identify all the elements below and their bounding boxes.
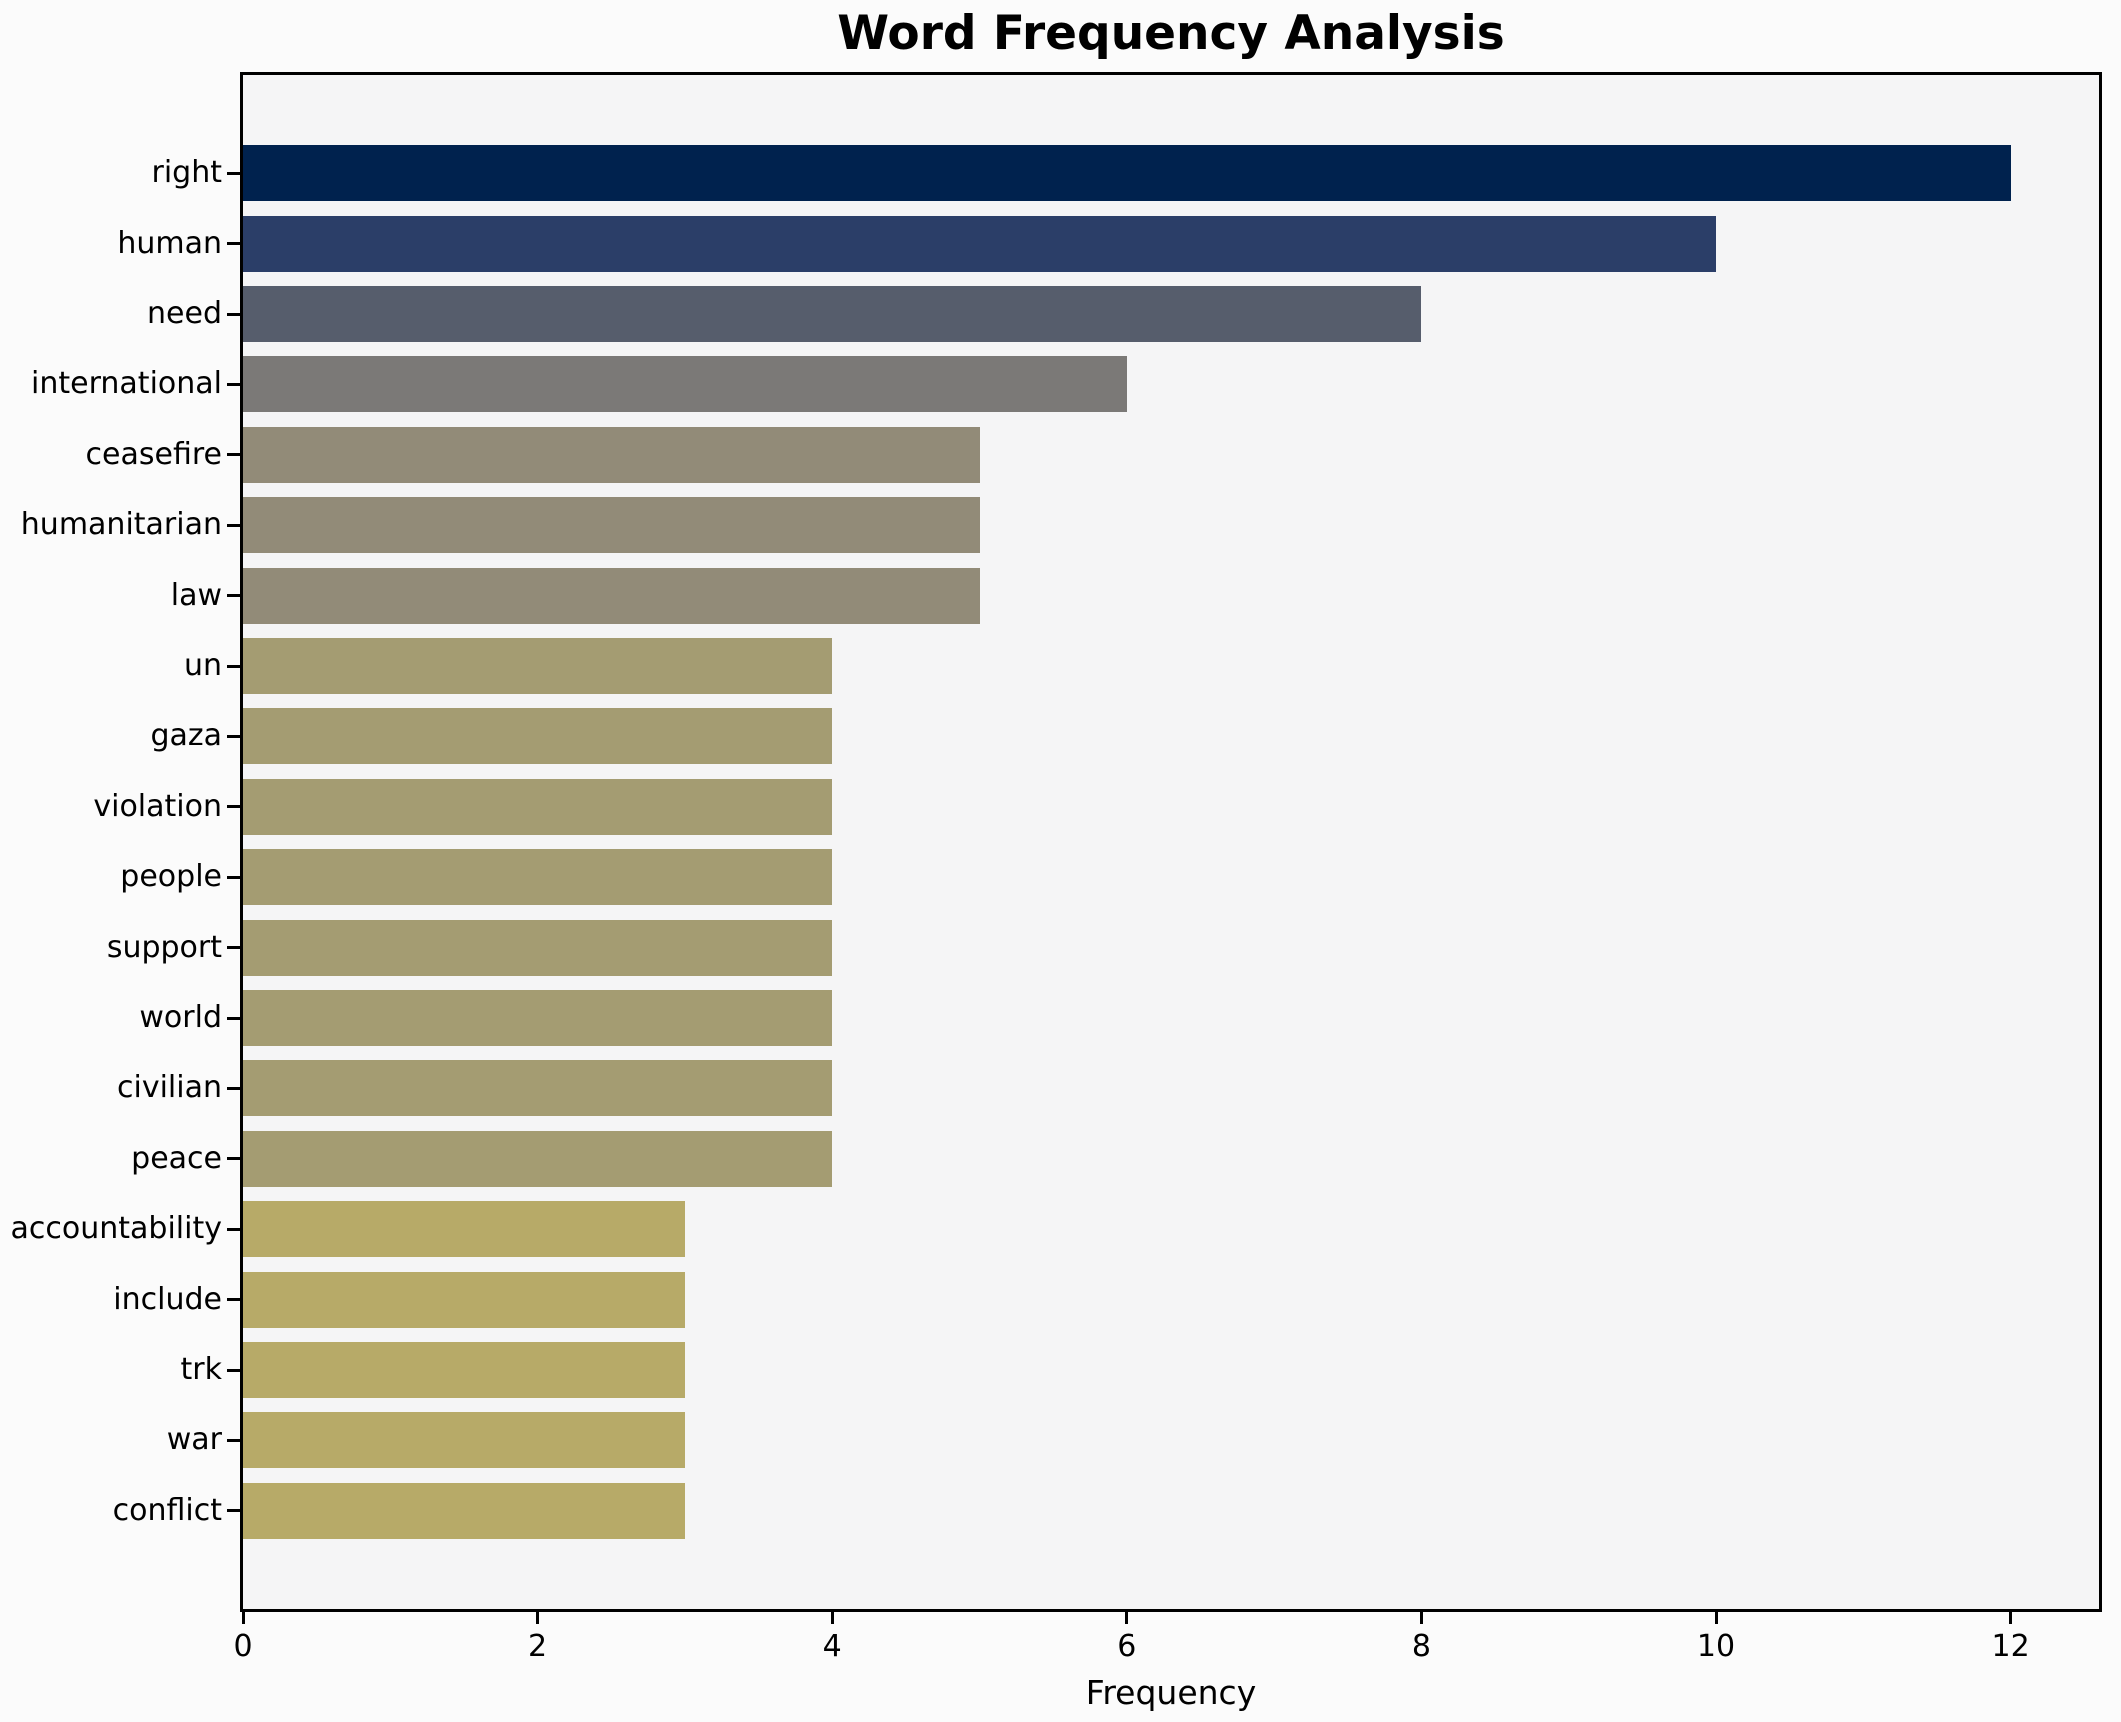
y-tick-trk [227,1368,240,1372]
x-tick-label-2: 2 [528,1629,548,1664]
y-label-ceasefire: ceasefire [85,436,222,472]
x-tick-label-4: 4 [822,1629,842,1664]
bar-trk [243,1342,685,1398]
x-tick-label-0: 0 [233,1629,253,1664]
bar-war [243,1412,685,1469]
chart-title: Word Frequency Analysis [837,6,1505,61]
bar-international [243,356,1127,413]
bar-violation [243,778,833,835]
y-tick-accountability [227,1227,240,1231]
y-tick-ceasefire [227,453,240,457]
y-label-violation: violation [93,788,222,824]
x-tick-12 [2009,1612,2013,1624]
bar-peace [243,1130,833,1187]
y-label-gaza: gaza [150,718,222,754]
y-tick-need [227,312,240,316]
x-axis-label: Frequency [1085,1673,1257,1712]
y-label-international: international [31,366,222,402]
y-tick-civilian [227,1086,240,1090]
y-label-right: right [151,155,223,191]
y-label-un: un [183,648,222,683]
bar-conflict [243,1482,685,1539]
y-label-include: include [113,1281,222,1317]
y-tick-peace [227,1157,240,1161]
bar-people [243,849,833,906]
y-tick-gaza [227,734,240,738]
y-label-accountability: accountability [10,1211,222,1247]
x-tick-label-10: 10 [1696,1629,1736,1664]
bar-humanitarian [243,497,980,554]
bar-civilian [243,1060,833,1117]
y-tick-conflict [227,1509,240,1513]
y-label-world: world [139,1000,222,1035]
plot-area [240,72,2102,1612]
x-tick-label-12: 12 [1991,1629,2030,1664]
y-label-support: support [106,929,222,965]
x-tick-8 [1419,1612,1423,1624]
bar-ceasefire [243,426,980,483]
y-tick-international [227,382,240,386]
x-tick-label-8: 8 [1411,1629,1431,1664]
y-tick-humanitarian [227,523,240,527]
x-tick-2 [536,1612,540,1624]
bar-gaza [243,708,833,765]
y-tick-violation [227,805,240,809]
y-label-civilian: civilian [117,1070,222,1106]
x-tick-6 [1125,1612,1129,1624]
y-label-humanitarian: humanitarian [20,507,222,543]
bar-support [243,919,833,976]
x-tick-4 [830,1612,834,1624]
bar-include [243,1271,685,1328]
y-label-war: war [166,1422,222,1458]
y-label-conflict: conflict [112,1492,222,1528]
x-tick-10 [1714,1612,1718,1624]
bar-law [243,567,980,624]
y-tick-human [227,242,240,246]
y-tick-law [227,594,240,598]
bar-need [243,286,1422,342]
y-tick-right [227,171,240,175]
x-tick-0 [241,1612,245,1624]
y-tick-un [227,664,240,668]
bar-accountability [243,1201,685,1258]
y-tick-world [227,1016,240,1020]
y-tick-support [227,946,240,950]
y-label-peace: peace [131,1140,222,1176]
y-label-trk: trk [180,1352,222,1387]
y-label-human: human [117,225,222,261]
y-label-need: need [147,296,222,331]
bars-zone [243,75,2099,1609]
bar-human [243,215,1717,272]
y-tick-include [227,1298,240,1302]
y-label-people: people [120,859,222,895]
bar-un [243,638,833,694]
bar-right [243,145,2011,202]
x-tick-label-6: 6 [1117,1629,1137,1664]
bar-world [243,990,833,1046]
y-tick-war [227,1438,240,1442]
y-label-law: law [170,577,222,613]
y-tick-people [227,875,240,879]
